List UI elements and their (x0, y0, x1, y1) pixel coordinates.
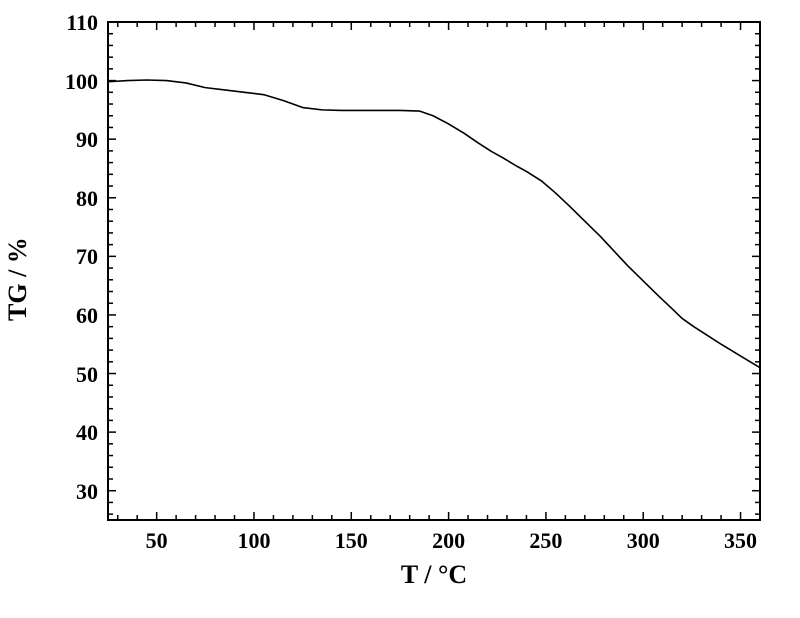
tg-chart: TG / % T / °C 50 100 150 200 250 300 350 30 40 50… (0, 0, 800, 618)
y-tick-label: 40 (38, 420, 98, 446)
y-tick-label: 100 (38, 69, 98, 95)
plot-area (0, 0, 800, 618)
x-tick-label: 50 (127, 528, 187, 554)
x-axis-label: T / °C (401, 560, 467, 590)
x-tick-label: 250 (516, 528, 576, 554)
y-tick-label: 110 (38, 10, 98, 36)
y-tick-label: 60 (38, 303, 98, 329)
x-tick-label: 100 (224, 528, 284, 554)
x-tick-label: 350 (711, 528, 771, 554)
y-tick-label: 50 (38, 362, 98, 388)
y-tick-label: 70 (38, 244, 98, 270)
y-tick-label: 80 (38, 186, 98, 212)
y-axis-label: TG / % (3, 237, 33, 321)
x-tick-label: 150 (321, 528, 381, 554)
x-tick-label: 200 (419, 528, 479, 554)
y-tick-label: 30 (38, 479, 98, 505)
x-tick-label: 300 (613, 528, 673, 554)
y-tick-label: 90 (38, 127, 98, 153)
